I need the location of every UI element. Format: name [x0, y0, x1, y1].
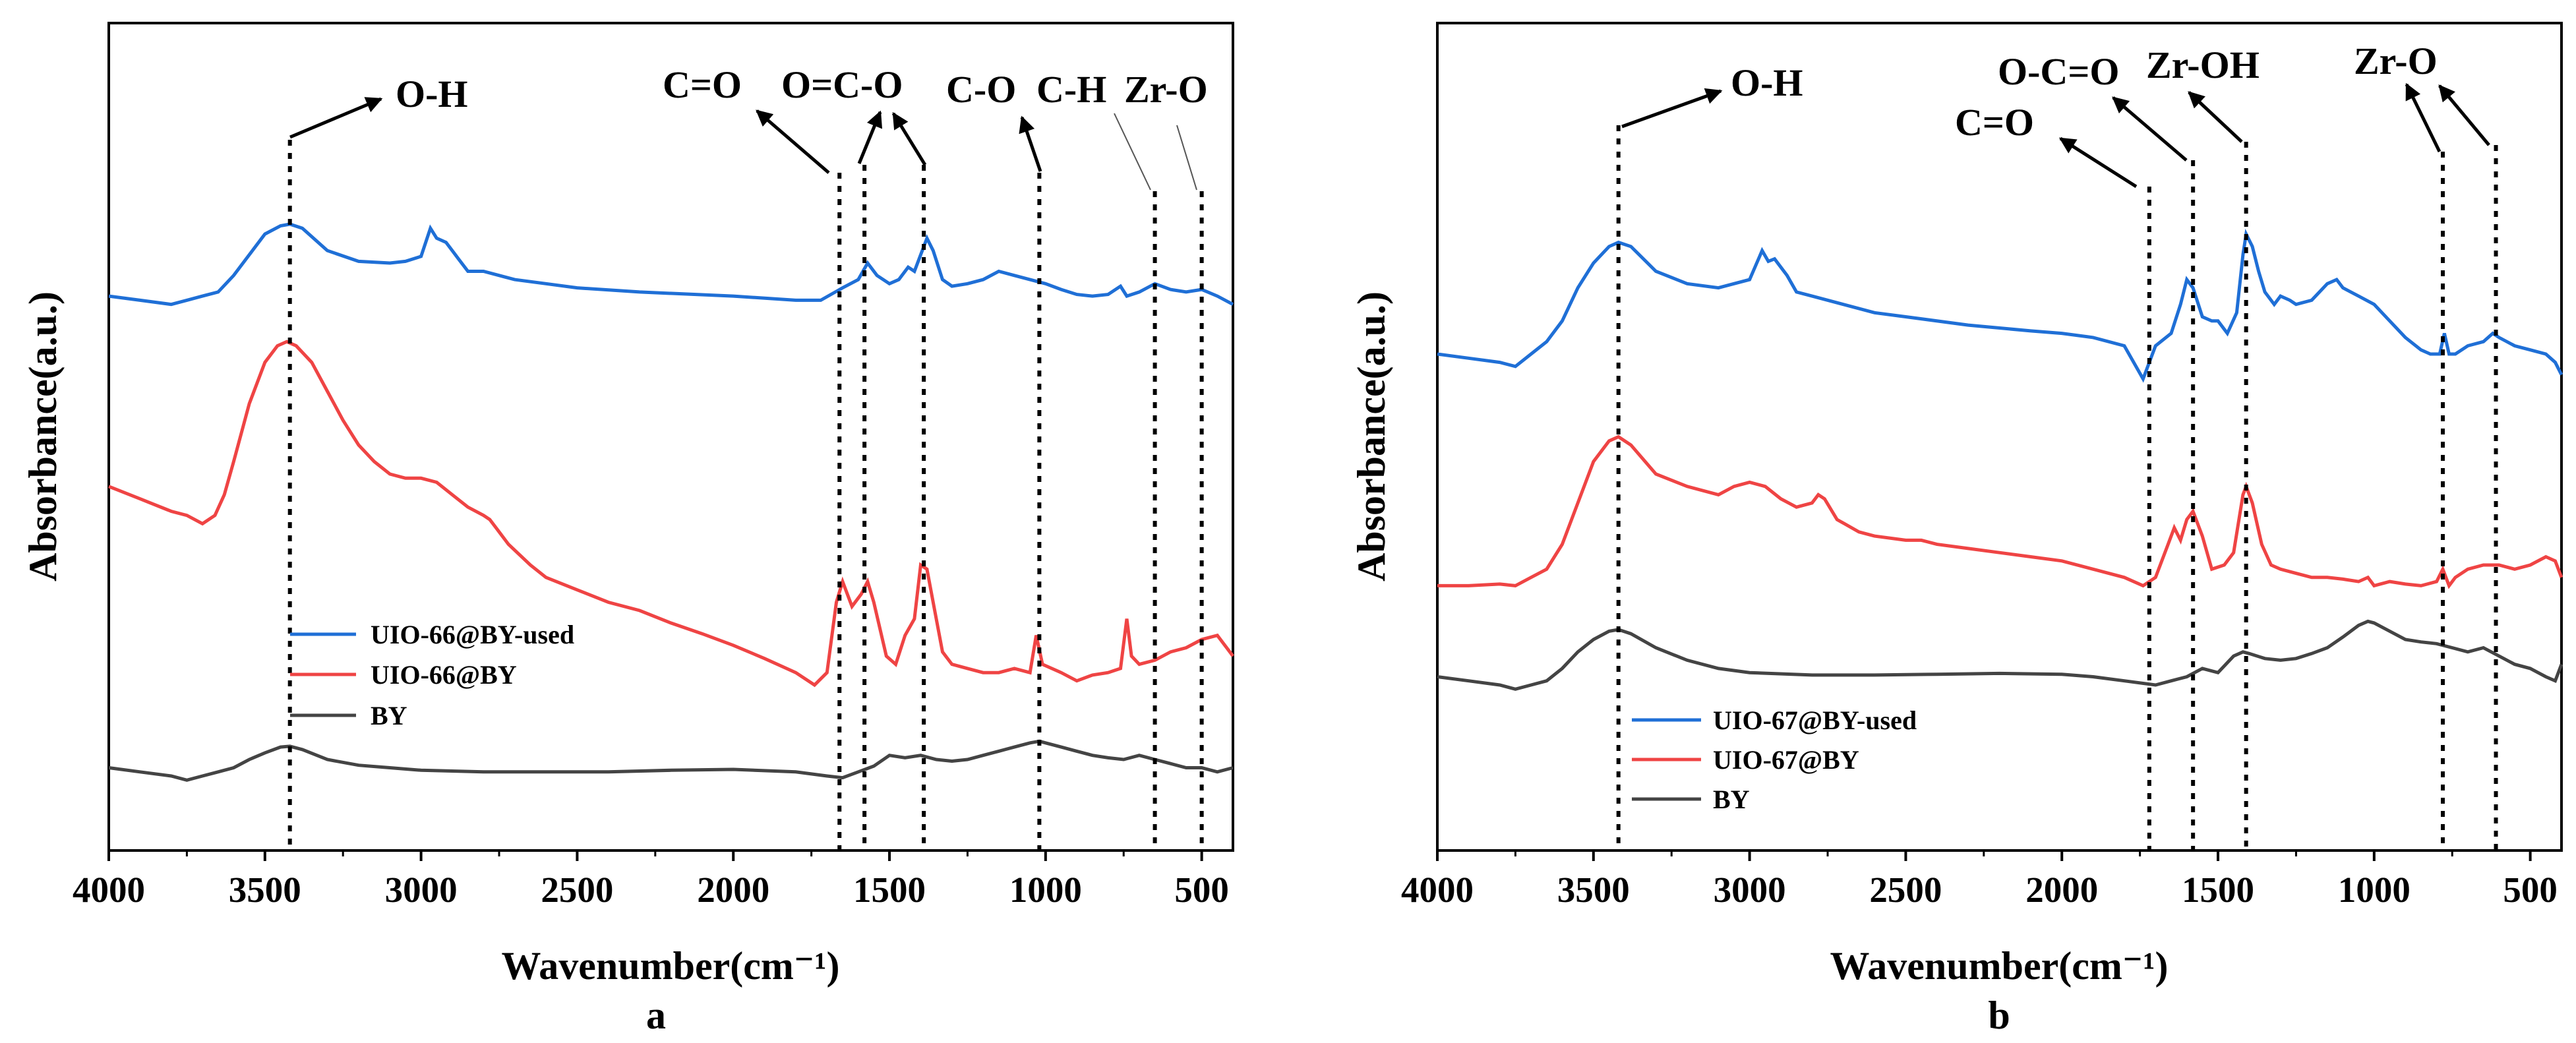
series-lines [1437, 228, 2563, 691]
x-tick-label: 4000 [1401, 870, 1474, 910]
x-tick-label: 1000 [2338, 870, 2411, 910]
x-axis-ticks: 4000 3500 3000 2500 2000 1500 1000 500 [73, 850, 1229, 910]
annotation-label-zro: Zr-O [1124, 68, 1208, 111]
series-line-uio66 [108, 340, 1234, 688]
arrow-c-o [1019, 115, 1042, 172]
legend-label-fresh: UIO-67@BY [1713, 745, 1859, 775]
x-tick-label: 2500 [1869, 870, 1942, 910]
series-line-by [1437, 619, 2563, 691]
panel-a: 4000 3500 3000 2500 2000 1500 1000 500 O-H C=O … [21, 22, 1234, 1037]
x-tick-label: 3000 [1714, 870, 1786, 910]
annotation-label-co-1: C=O [663, 63, 742, 106]
series-line-uio67 [1437, 434, 2563, 589]
panel-b: 4000 3500 3000 2500 2000 1500 1000 500 O-H C=O … [1350, 22, 2563, 1037]
arrow-co [756, 109, 830, 174]
arrow-zro-right [2438, 84, 2490, 146]
annotation-label-oh: O-H [1731, 61, 1803, 104]
legend-label-used: UIO-66@BY-used [371, 620, 574, 649]
series-line-uio67-used [1437, 228, 2563, 383]
x-tick-label: 3500 [229, 870, 301, 910]
arrow-oh [289, 97, 383, 139]
arrow-oco-right [891, 111, 927, 166]
y-axis-label: Absorbance(a.u.) [21, 291, 65, 581]
annotation-label-co: C=O [1955, 101, 2034, 144]
arrow-oco-left [857, 110, 883, 164]
arrow-oco [2112, 96, 2188, 162]
series-line-by [108, 739, 1234, 782]
annotation-label-oh: O-H [396, 73, 468, 115]
series-lines [108, 222, 1234, 782]
x-tick-label: 3000 [385, 870, 458, 910]
x-tick-label: 500 [2503, 870, 2558, 910]
x-tick-label: 1500 [2182, 870, 2254, 910]
annotation-label-oco: O-C=O [1998, 50, 2119, 93]
arrow-oh [1621, 88, 1723, 129]
plot-frame [1436, 22, 2563, 852]
x-tick-label: 2000 [697, 870, 769, 910]
annotation-label-ch: C-H [1036, 68, 1106, 111]
arrow-co [2058, 136, 2138, 189]
annotation-label-c-o: C-O [946, 68, 1016, 111]
pointer-zro [1176, 125, 1197, 191]
plot-frame [107, 22, 1234, 852]
legend: UIO-66@BY-used UIO-66@BY BY [290, 620, 574, 730]
annotation-label-zroh: Zr-OH [2146, 44, 2260, 86]
legend-label-by: BY [1713, 785, 1750, 814]
x-tick-label: 1000 [1009, 870, 1082, 910]
annotation-label-zro: Zr-O [2354, 40, 2438, 82]
x-tick-label: 1500 [853, 870, 926, 910]
x-tick-label: 2500 [541, 870, 613, 910]
legend-label-by: BY [371, 701, 407, 730]
panel-letter: a [646, 994, 666, 1037]
x-axis-label: Wavenumber(cm⁻¹) [1830, 944, 2169, 988]
legend-label-used: UIO-67@BY-used [1713, 705, 1917, 735]
panel-letter: b [1988, 994, 2010, 1037]
arrow-zro-left [2405, 82, 2441, 153]
annotation-label-oco: O=C-O [781, 63, 903, 106]
x-tick-label: 4000 [73, 870, 145, 910]
x-axis-ticks: 4000 3500 3000 2500 2000 1500 1000 500 [1401, 850, 2558, 910]
x-axis-label: Wavenumber(cm⁻¹) [502, 944, 840, 988]
y-axis-label: Absorbance(a.u.) [1350, 291, 1393, 581]
reference-lines [1616, 125, 2498, 850]
legend: UIO-67@BY-used UIO-67@BY BY [1632, 705, 1917, 814]
pointer-ch [1114, 113, 1151, 191]
reference-lines [287, 140, 1204, 850]
x-tick-label: 2000 [2025, 870, 2098, 910]
arrow-zroh [2188, 91, 2243, 143]
series-line-uio66-used [108, 222, 1234, 307]
x-tick-label: 3500 [1557, 870, 1630, 910]
legend-label-fresh: UIO-66@BY [371, 660, 517, 690]
x-tick-label: 500 [1174, 870, 1229, 910]
